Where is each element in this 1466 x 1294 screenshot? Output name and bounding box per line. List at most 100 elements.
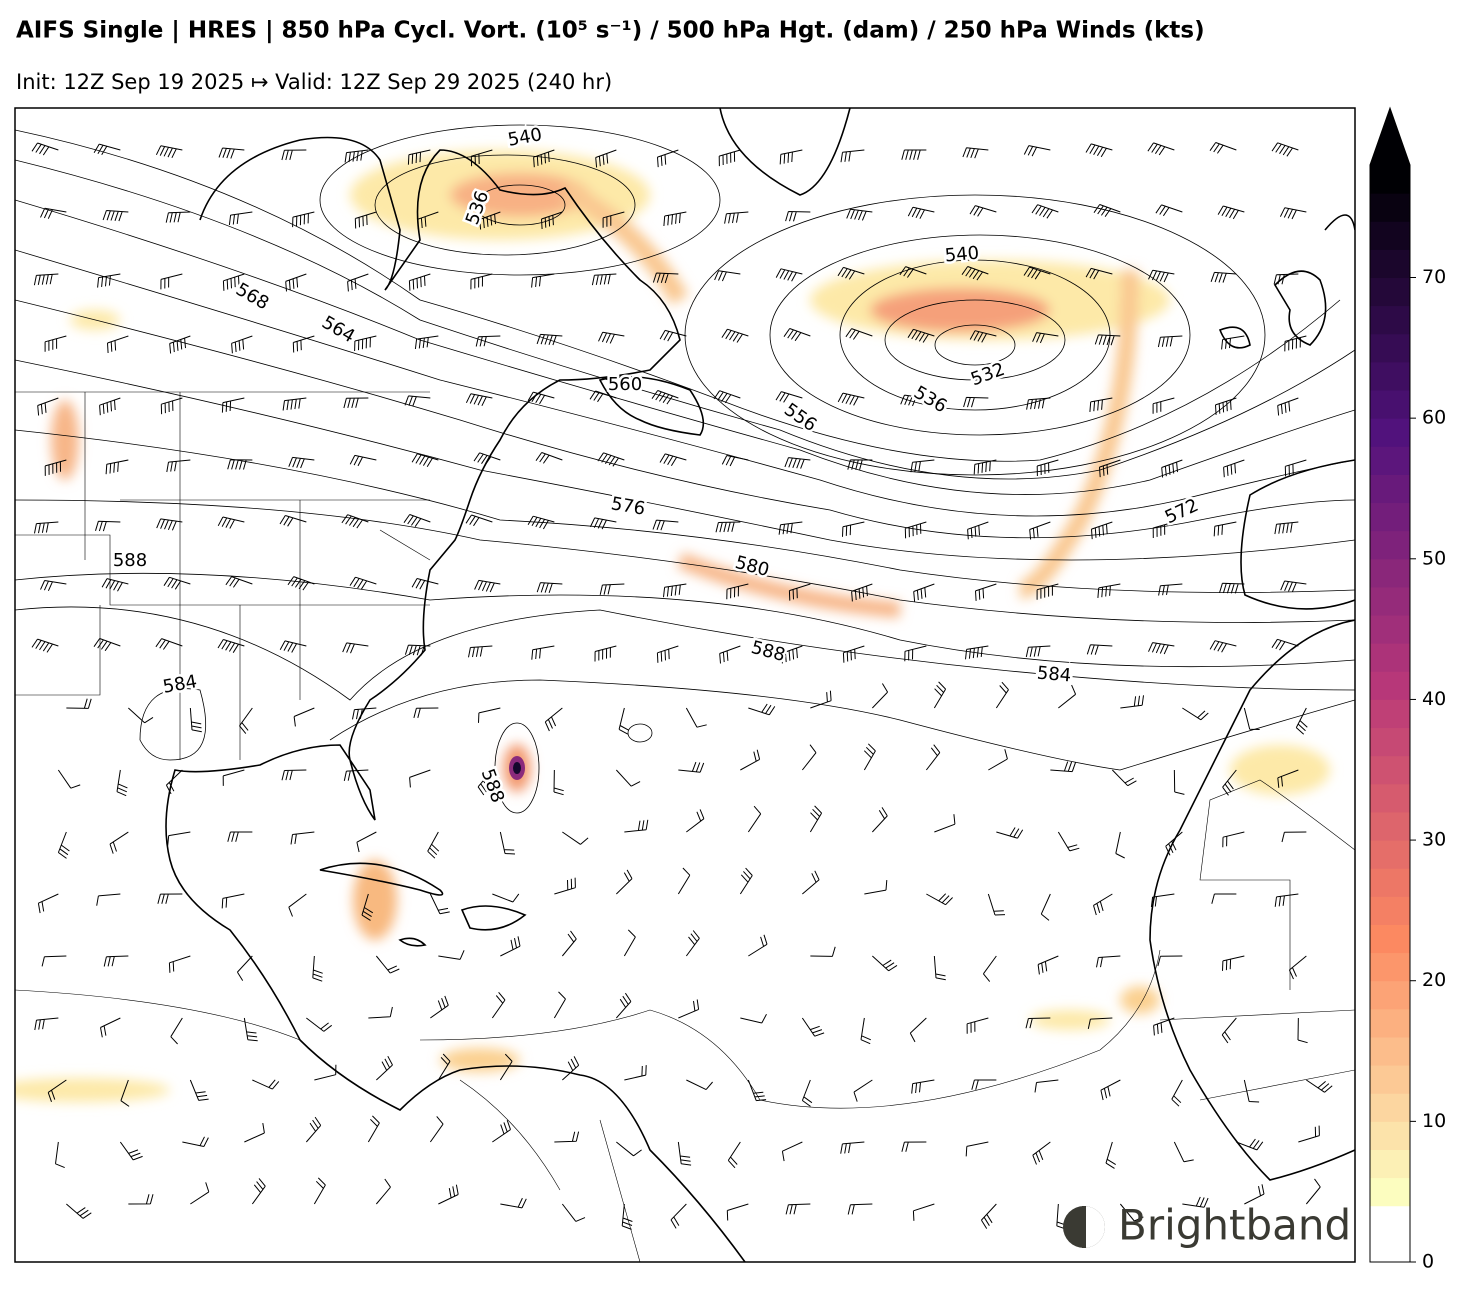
wind-barb <box>686 1079 713 1091</box>
wind-barb <box>541 211 563 230</box>
wind-barb <box>1032 1141 1051 1165</box>
wind-barb <box>562 831 589 845</box>
colorbar-band <box>1370 446 1410 475</box>
wind-barb <box>344 149 369 163</box>
wind-barb <box>128 707 154 724</box>
wind-barb <box>354 211 377 229</box>
wind-barb <box>659 329 687 342</box>
wind-barb <box>217 516 245 529</box>
wind-barb <box>1173 769 1185 795</box>
wind-barb <box>781 1141 803 1162</box>
wind-barb <box>342 642 369 654</box>
wind-barb <box>597 452 625 467</box>
wind-barb <box>500 1197 527 1209</box>
wind-barb <box>427 831 440 859</box>
wind-barb <box>105 459 129 475</box>
wind-barb <box>165 211 191 223</box>
wind-barb <box>925 744 941 771</box>
wind-barb <box>1217 205 1245 220</box>
wind-barb <box>1277 769 1299 788</box>
wind-barb <box>872 955 898 972</box>
wind-barb <box>678 999 700 1019</box>
wind-barb <box>659 453 687 467</box>
wind-barb <box>553 769 564 796</box>
colorbar-band <box>1370 558 1410 588</box>
wind-barb <box>740 1013 767 1024</box>
colorbar-band <box>1370 418 1410 447</box>
wind-barb <box>1120 695 1144 709</box>
wind-barb <box>437 1053 451 1081</box>
height-contours <box>15 124 1355 814</box>
wind-barb <box>404 395 431 407</box>
wind-barb <box>615 769 641 787</box>
wind-barb <box>1153 1017 1175 1036</box>
wind-barb <box>1221 1017 1237 1044</box>
wind-barb <box>352 707 377 720</box>
wind-barb <box>1171 1079 1183 1107</box>
wind-barb <box>544 707 563 732</box>
colorbar-band <box>1370 615 1410 644</box>
colorbar-band <box>1370 333 1410 363</box>
colorbar-band <box>1370 980 1410 1010</box>
wind-barb <box>1093 204 1121 217</box>
wind-barb <box>561 1203 586 1222</box>
wind-barb <box>292 211 315 228</box>
wind-barb <box>810 690 832 709</box>
wind-barb <box>217 639 245 653</box>
wind-barb <box>969 205 997 217</box>
colorbar-band <box>1370 193 1410 222</box>
wind-barb <box>354 335 377 352</box>
wind-barb <box>288 456 315 469</box>
wind-barb <box>724 211 749 224</box>
wind-barb <box>963 396 989 408</box>
wind-barb <box>1173 1141 1194 1163</box>
colorbar-band <box>1370 727 1410 757</box>
wind-barb <box>282 397 307 411</box>
wind-barb <box>1099 459 1121 478</box>
wind-barb <box>222 769 245 786</box>
wind-barb <box>474 579 501 593</box>
colorbar-band <box>1370 755 1410 785</box>
wind-barb <box>349 454 377 467</box>
wind-barb <box>252 1079 280 1090</box>
colorbar-band <box>1370 783 1410 813</box>
wind-barb <box>589 517 617 530</box>
wind-barb <box>988 749 1008 771</box>
wind-barb <box>663 211 687 227</box>
wind-barb <box>853 1079 873 1102</box>
wind-barb <box>864 880 888 895</box>
wind-barb <box>975 583 997 601</box>
wind-barb <box>160 397 183 415</box>
wind-barb <box>169 335 191 354</box>
wind-barb <box>907 328 935 343</box>
colorbar-band <box>1370 390 1410 419</box>
wind-barb <box>227 831 253 842</box>
wind-barb <box>594 645 617 662</box>
colorbar-tick-label: 0 <box>1422 1251 1434 1273</box>
wind-barb <box>1295 707 1308 735</box>
wind-barb <box>236 955 253 981</box>
wind-barb <box>37 893 59 914</box>
wind-barb <box>656 645 679 663</box>
wind-barb <box>341 514 369 529</box>
colorbar-band <box>1370 502 1410 532</box>
wind-barb <box>1288 955 1307 980</box>
wind-barb <box>685 707 707 728</box>
wind-barb <box>969 330 997 343</box>
wind-barb <box>1222 955 1245 971</box>
wind-barb <box>475 335 501 347</box>
wind-barb <box>189 707 202 733</box>
vorticity-shading <box>15 150 1330 1102</box>
wind-barb <box>996 827 1024 839</box>
wind-barb <box>1152 397 1175 414</box>
wind-barb <box>292 335 315 353</box>
wind-barb <box>356 831 377 853</box>
wind-barb <box>995 681 1009 709</box>
wind-barb <box>66 698 92 709</box>
wind-barb <box>168 955 191 973</box>
wind-barb <box>901 1141 927 1152</box>
wind-barb <box>851 583 873 602</box>
map: 5405365685645605565405365325765805885845… <box>15 108 1355 1262</box>
wind-barb <box>615 992 632 1019</box>
wind-barb <box>116 769 128 797</box>
